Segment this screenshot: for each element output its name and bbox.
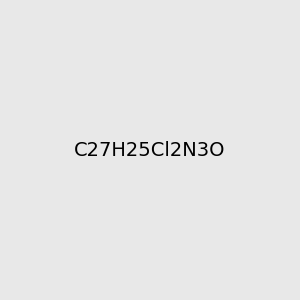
Text: C27H25Cl2N3O: C27H25Cl2N3O xyxy=(74,140,226,160)
